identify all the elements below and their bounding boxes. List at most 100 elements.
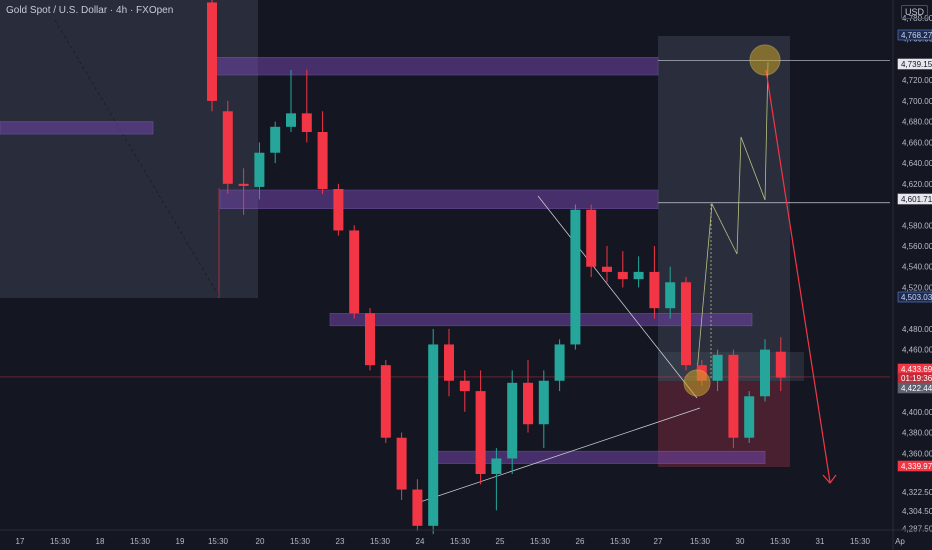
candle-body (602, 266, 612, 272)
y-tick-label: 4,322.50 (902, 488, 932, 497)
candle-body (333, 189, 344, 231)
price-tag-bg (897, 291, 932, 303)
price-tag-bg (897, 58, 932, 70)
candle-body (475, 391, 486, 474)
y-tick-label: 4,660.00 (902, 138, 932, 147)
y-tick-label: 4,360.00 (902, 449, 932, 458)
x-tick-label: 15:30 (770, 537, 791, 546)
x-tick-label: 19 (176, 537, 185, 546)
x-tick-label: 15:30 (690, 537, 711, 546)
candle-body (712, 354, 723, 381)
symbol-title: Gold Spot / U.S. Dollar · 4h · FXOpen (6, 5, 174, 16)
drop-arrowhead (822, 474, 837, 484)
y-tick-label: 4,520.00 (902, 283, 932, 292)
y-tick-label: 4,304.50 (902, 507, 932, 516)
candle-body (270, 126, 281, 153)
x-tick-label: Ap (895, 537, 905, 546)
candle-body (380, 365, 391, 438)
price-tag-label: 4,601.71 (901, 195, 932, 204)
x-tick-label: 15:30 (130, 537, 151, 546)
candle-body (254, 152, 265, 187)
x-tick-label: 15:30 (530, 537, 551, 546)
price-tag-label: 4,433.69 (901, 365, 932, 374)
candle-body (207, 2, 217, 101)
y-tick-label: 4,380.00 (902, 429, 932, 438)
candle-body (744, 396, 755, 438)
x-tick-label: 15:30 (50, 537, 71, 546)
candle-body (538, 380, 549, 425)
price-tag-bg (897, 193, 932, 205)
candle-body (428, 344, 439, 526)
price-tag-label: 4,339.97 (901, 462, 932, 471)
candle-body (586, 209, 597, 267)
y-tick-label: 4,640.00 (902, 159, 932, 168)
candle-body (286, 113, 296, 127)
x-tick-label: 17 (16, 537, 25, 546)
candle-body (317, 132, 328, 189)
y-tick-label: 4,400.00 (902, 408, 932, 417)
candle-body (349, 230, 360, 314)
x-tick-label: 30 (736, 537, 745, 546)
candle-body (523, 382, 533, 425)
price-tag-label: 01:19:36 (901, 374, 932, 383)
candle-body (554, 344, 565, 381)
candle-body (301, 113, 312, 132)
currency-button[interactable]: USD (901, 5, 929, 19)
price-tag-bg (897, 29, 932, 41)
zone-mid-upper (219, 189, 659, 209)
candle-body (396, 437, 407, 490)
candle-body (459, 380, 470, 392)
price-tag-label: 4,768.27 (901, 31, 932, 40)
resistance-trendline (537, 195, 698, 399)
candle-body (491, 458, 502, 474)
x-tick-label: 24 (416, 537, 425, 546)
x-tick-label: 18 (96, 537, 105, 546)
y-tick-label: 4,540.00 (902, 263, 932, 272)
price-tag-label: 4,422.44 (901, 384, 932, 393)
y-tick-label: 4,480.00 (902, 325, 932, 334)
projection-box (658, 36, 790, 381)
candle-body (681, 282, 691, 366)
zone-mid (329, 313, 753, 327)
support-trendline (419, 407, 701, 503)
candle-body (728, 354, 739, 438)
zone-left (0, 121, 154, 135)
y-tick-label: 4,560.00 (902, 242, 932, 251)
candle-body (365, 313, 375, 366)
x-tick-label: 27 (654, 537, 663, 546)
candle-body (665, 282, 676, 309)
candle-body (649, 271, 660, 309)
price-tag-label: 4,503.03 (901, 293, 932, 302)
y-tick-label: 4,580.00 (902, 221, 932, 230)
x-tick-label: 15:30 (610, 537, 631, 546)
x-tick-label: 26 (576, 537, 585, 546)
price-tag-bg (897, 382, 932, 394)
y-tick-label: 4,620.00 (902, 180, 932, 189)
x-tick-label: 15:30 (290, 537, 311, 546)
candle-body (444, 344, 454, 381)
entry-highlight-circle (683, 369, 711, 397)
candle-body (222, 111, 233, 184)
candle-body (507, 382, 518, 459)
x-tick-label: 25 (496, 537, 505, 546)
candle-body (775, 351, 786, 378)
supply-zone-top (209, 57, 659, 76)
x-tick-label: 15:30 (850, 537, 871, 546)
drop-arrow-line (765, 69, 831, 483)
candle-body (617, 271, 628, 280)
candle-body (760, 349, 770, 397)
candle-body (633, 271, 644, 280)
x-tick-label: 15:30 (208, 537, 229, 546)
x-tick-label: 20 (256, 537, 265, 546)
candle-body (238, 183, 249, 186)
price-tag-bg (897, 460, 932, 472)
y-tick-label: 4,287.50 (902, 524, 932, 533)
y-tick-label: 4,700.00 (902, 97, 932, 106)
y-tick-label: 4,680.00 (902, 118, 932, 127)
y-tick-label: 4,720.00 (902, 76, 932, 85)
candle-body (570, 209, 581, 345)
projected-path (696, 61, 769, 373)
y-tick-label: 4,460.00 (902, 346, 932, 355)
